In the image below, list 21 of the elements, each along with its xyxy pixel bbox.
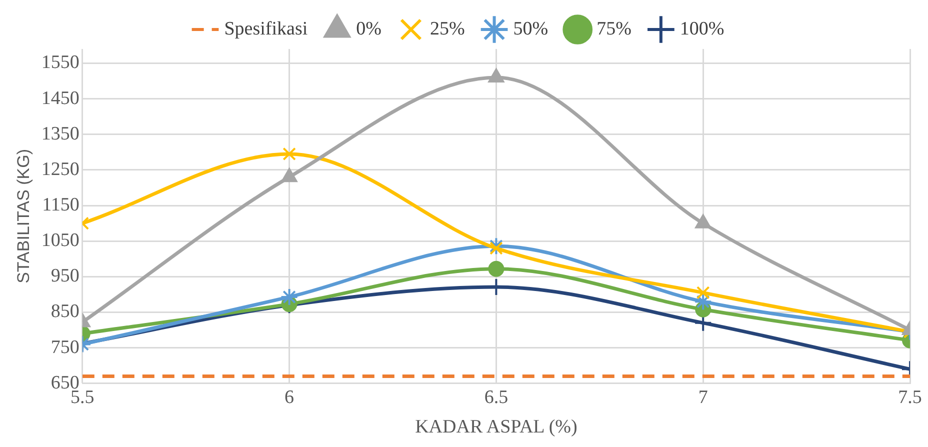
x-tick-label: 6.5 <box>484 386 508 408</box>
x-tick-label: 7 <box>698 386 708 408</box>
legend-label: Spesifikasi <box>224 18 308 40</box>
x-axis-title: KADAR ASPAL (%) <box>415 416 578 438</box>
legend-label: 75% <box>596 18 632 40</box>
legend-label: 50% <box>513 18 548 40</box>
y-tick-label: 1350 <box>41 123 80 144</box>
legend-label: 0% <box>356 18 382 40</box>
legend-label: 100% <box>680 18 724 40</box>
y-tick-label: 1450 <box>41 88 80 109</box>
y-tick-label: 850 <box>50 301 80 322</box>
y-tick-label: 750 <box>50 336 80 358</box>
y-tick-label: 1550 <box>41 52 80 74</box>
y-axis-title: STABILITAS (KG) <box>14 148 33 284</box>
y-tick-label: 1050 <box>41 230 80 252</box>
x-tick-label: 7.5 <box>898 386 922 408</box>
y-tick-label: 1250 <box>41 158 80 180</box>
y-tick-label: 1150 <box>42 194 80 216</box>
y-tick-label: 950 <box>50 266 80 287</box>
legend-label: 25% <box>430 18 465 40</box>
x-tick-label: 6 <box>284 386 294 408</box>
